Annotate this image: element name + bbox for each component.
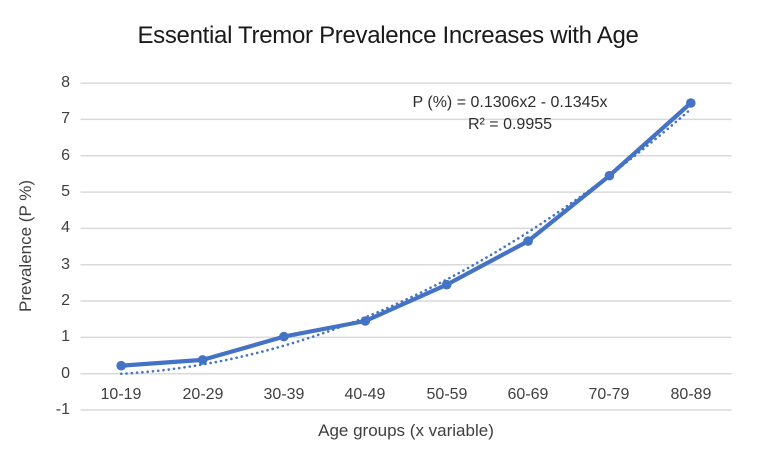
y-tick-label: 6: [61, 147, 70, 164]
y-tick-label: 3: [61, 256, 70, 273]
chart-title: Essential Tremor Prevalence Increases wi…: [137, 22, 639, 49]
y-tick-label: 2: [61, 292, 70, 309]
r-squared-text: R² = 0.9955: [467, 116, 553, 133]
data-point-marker: [116, 360, 126, 371]
y-axis-title: Prevalence (P %): [16, 180, 35, 312]
y-tick-label: 8: [61, 74, 70, 91]
data-point-marker: [523, 236, 533, 246]
x-tick-label: 20-29: [182, 386, 224, 403]
y-tick-label: -1: [55, 401, 70, 418]
x-tick-label: 10-19: [100, 386, 142, 403]
x-tick-label: 60-69: [507, 386, 549, 403]
x-tick-label: 40-49: [344, 386, 386, 403]
trendline-annotation: P (%) = 0.1306x2 - 0.1345x R² = 0.9955: [330, 92, 690, 136]
y-tick-label: 1: [61, 328, 70, 345]
data-point-marker: [197, 355, 208, 365]
data-point-marker: [360, 316, 371, 326]
trendline-dotted: [119, 107, 693, 376]
x-tick-label: 50-59: [426, 386, 468, 403]
y-tick-label: 5: [61, 183, 70, 200]
trendline-equation-text: P (%) = 0.1306x2 - 0.1345x: [412, 94, 608, 111]
y-tick-label: 0: [61, 365, 70, 382]
data-point-marker: [604, 170, 615, 181]
y-tick-label: 4: [61, 219, 70, 236]
series-line: [119, 100, 693, 368]
x-tick-label: 70-79: [588, 386, 630, 403]
y-tick-label: 7: [61, 110, 70, 127]
data-point-marker: [279, 331, 289, 342]
x-tick-label: 30-39: [263, 386, 305, 403]
x-axis-title: Age groups (x variable): [318, 421, 494, 440]
data-point-marker: [686, 98, 696, 108]
data-point-marker: [441, 279, 452, 290]
x-tick-label: 80-89: [670, 386, 712, 403]
